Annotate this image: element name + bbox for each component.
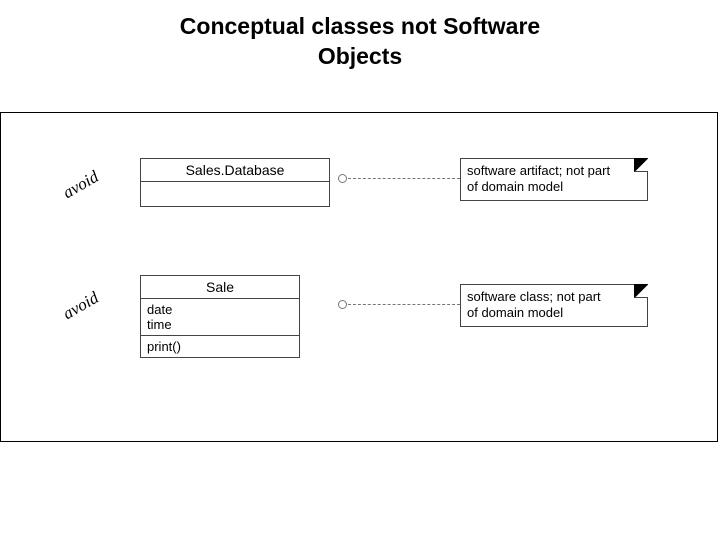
note-line: of domain model bbox=[467, 305, 641, 321]
page-title: Conceptual classes not Software Objects bbox=[0, 0, 720, 72]
uml-sales-database: Sales.Database bbox=[140, 158, 330, 207]
connector-line-2 bbox=[348, 304, 460, 305]
note-line: of domain model bbox=[467, 179, 641, 195]
uml-attributes-empty bbox=[141, 182, 329, 206]
title-line-1: Conceptual classes not Software bbox=[0, 12, 720, 42]
uml-name: Sales.Database bbox=[141, 159, 329, 182]
uml-name: Sale bbox=[141, 276, 299, 299]
title-line-2: Objects bbox=[0, 42, 720, 72]
uml-operations: print() bbox=[141, 336, 299, 357]
note-line: software class; not part bbox=[467, 289, 641, 305]
connector-anchor-2 bbox=[338, 300, 347, 309]
uml-attr: date bbox=[147, 302, 293, 317]
connector-anchor-1 bbox=[338, 174, 347, 183]
uml-op: print() bbox=[147, 339, 293, 354]
uml-attributes: date time bbox=[141, 299, 299, 336]
dogear-icon bbox=[634, 158, 648, 172]
note-class: software class; not part of domain model bbox=[460, 284, 648, 327]
uml-attr: time bbox=[147, 317, 293, 332]
note-artifact: software artifact; not part of domain mo… bbox=[460, 158, 648, 201]
dogear-icon bbox=[634, 284, 648, 298]
uml-sale: Sale date time print() bbox=[140, 275, 300, 358]
connector-line-1 bbox=[348, 178, 460, 179]
note-line: software artifact; not part bbox=[467, 163, 641, 179]
